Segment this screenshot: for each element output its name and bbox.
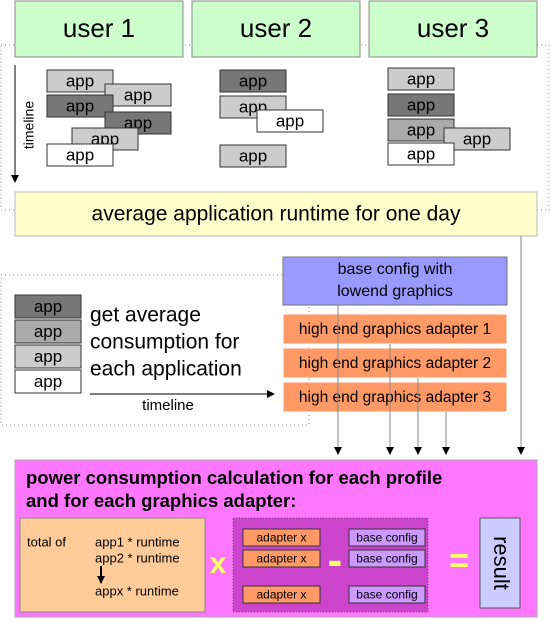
calculation-title: power consumption calculation for each p… [26,467,442,488]
calculation-title: and for each graphics adapter: [26,490,296,511]
app-label: app [463,129,491,148]
base-label: base config [356,552,417,566]
app-box [46,143,114,167]
app-box [219,144,287,168]
minus-sign: - [328,536,343,585]
app-label: app [34,372,62,391]
app-label: app [34,297,62,316]
adapter-box [282,381,508,413]
app-label: app [239,146,267,165]
total-of: total of [27,534,66,549]
adapter-x-box [242,528,321,547]
app-label: app [34,347,62,366]
app-label: app [407,69,435,88]
consumption-text: each application [90,358,242,381]
consumption-region [0,274,310,426]
user-box [14,0,184,58]
adapter-label: high end graphics adapter 3 [299,389,491,406]
app-box [14,294,82,319]
app-label: app [66,145,94,164]
app-label: app [66,96,94,115]
adapter-x-box [242,549,321,568]
result-label: result [489,536,514,590]
user-label: user 2 [240,13,312,43]
times-sign: x [210,547,227,580]
app-label: app [407,144,435,163]
term: app1 * runtime [95,534,180,549]
adapter-box [282,347,508,379]
base-config-label: base config with [338,261,453,278]
term: appx * runtime [95,583,179,598]
app-box [14,344,82,369]
base-box [348,549,426,568]
app-box [14,319,82,344]
app-label: app [34,322,62,341]
base-config-box [282,256,508,306]
user-box [191,0,361,58]
app-box [46,69,114,93]
adapter-box [282,313,508,345]
app-box [387,67,455,91]
consumption-text: consumption for [90,331,239,354]
runtime-label: average application runtime for one day [92,203,461,226]
base-config-label: lowend graphics [337,283,453,300]
app-box [46,94,114,118]
app-box [219,69,287,93]
user-label: user 3 [417,13,489,43]
term: app2 * runtime [95,550,180,565]
app-box [387,93,455,117]
runtime-box [14,191,538,237]
timeline-label: timeline [21,101,37,149]
user-box [368,0,538,58]
app-box [256,109,324,133]
app-label: app [276,111,304,130]
result-box [479,517,521,609]
adapter-label: high end graphics adapter 2 [299,355,491,372]
user-label: user 1 [63,13,135,43]
total-box [19,517,206,613]
adapter-x-label: adapter x [256,552,306,566]
consumption-text: get average [90,304,201,327]
adapter-x-box [242,585,321,604]
app-box [14,369,82,394]
adapter-x-label: adapter x [256,588,306,602]
app-label: app [407,120,435,139]
base-box [348,585,426,604]
arrows [334,236,525,455]
adapter-x-label: adapter x [256,531,306,545]
adapter-label: high end graphics adapter 1 [299,321,491,338]
app-label: app [239,71,267,90]
equals-sign: = [449,542,469,580]
base-box [348,528,426,547]
app-box [443,127,511,151]
app-label: app [66,71,94,90]
base-label: base config [356,531,417,545]
app-label: app [124,85,152,104]
base-label: base config [356,588,417,602]
timeline-label: timeline [142,397,194,414]
app-box [387,142,455,166]
app-label: app [407,95,435,114]
